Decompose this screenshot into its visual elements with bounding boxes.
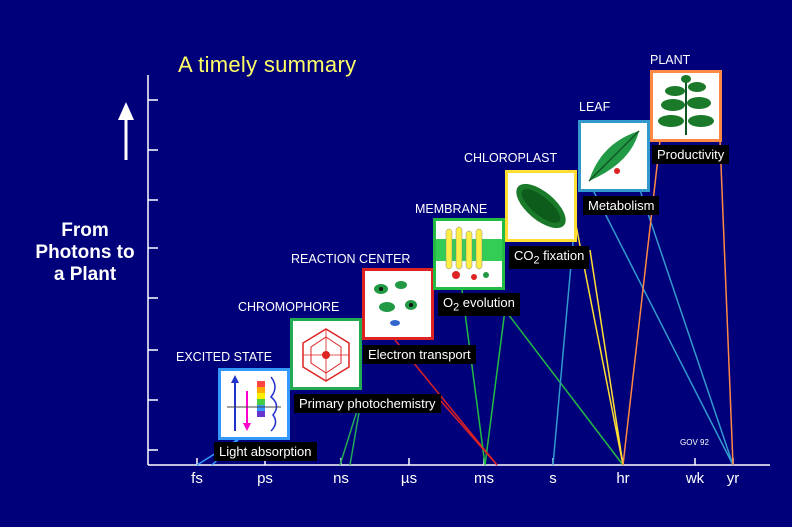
leaf-image [578,120,650,192]
up-arrow-icon [118,102,134,160]
co2-suffix: fixation [539,248,585,263]
x-tick-label: ps [257,470,273,487]
credit-label: GOV 92 [680,438,709,447]
span-plant [622,139,661,466]
caption-o2-evolution: O2 evolution [438,293,520,316]
page-title: A timely summary [178,52,357,77]
x-tick-label: s [549,470,557,487]
caption-co2-fixation: CO2 fixation [509,246,590,269]
o2-suffix: evolution [459,295,515,310]
caption-metabolism: Metabolism [583,196,660,215]
co2-subscript: 2 [533,254,540,267]
caption-productivity: Productivity [652,145,730,164]
x-tick-label: ms [474,470,494,487]
chloroplast-image [505,170,577,242]
stage-label-membrane: MEMBRANE [415,202,488,216]
x-tick-label: wk [685,470,705,487]
membrane-image [433,218,505,290]
excited-state-image [218,368,290,440]
caption-primary-photochemistry: Primary photochemistry [294,394,441,413]
stage-label-leaf: LEAF [579,100,611,114]
stage-label-plant: PLANT [650,53,691,67]
stage-label-chloroplast: CHLOROPLAST [464,151,558,165]
o2-subscript: 2 [453,301,460,314]
span-plant-2 [719,139,734,466]
span-membrane-1 [461,289,506,466]
x-tick-label: µs [400,470,418,487]
stage-label-excited-state: EXCITED STATE [176,350,273,364]
span-membrane-2 [504,309,624,466]
y-ticks [148,99,158,451]
caption-light-absorption: Light absorption [214,442,317,461]
caption-electron-transport: Electron transport [363,345,476,364]
stage-label-reaction-center: REACTION CENTER [291,252,411,266]
x-tick-label: ns [333,470,349,487]
x-tick-label: fs [191,470,203,487]
y-axis-label: From Photons to a Plant [35,220,135,285]
reaction-center-image [362,268,434,340]
span-misc [439,399,498,466]
co2-prefix: CO [514,248,534,263]
x-tick-label: yr [726,470,740,487]
o2-prefix: O [443,295,454,310]
plant-image [650,70,722,142]
stage-label-chromophore: CHROMOPHORE [238,300,340,314]
chromophore-image [290,318,362,390]
x-tick-label: hr [616,470,630,487]
span-leaf-2 [592,189,734,466]
